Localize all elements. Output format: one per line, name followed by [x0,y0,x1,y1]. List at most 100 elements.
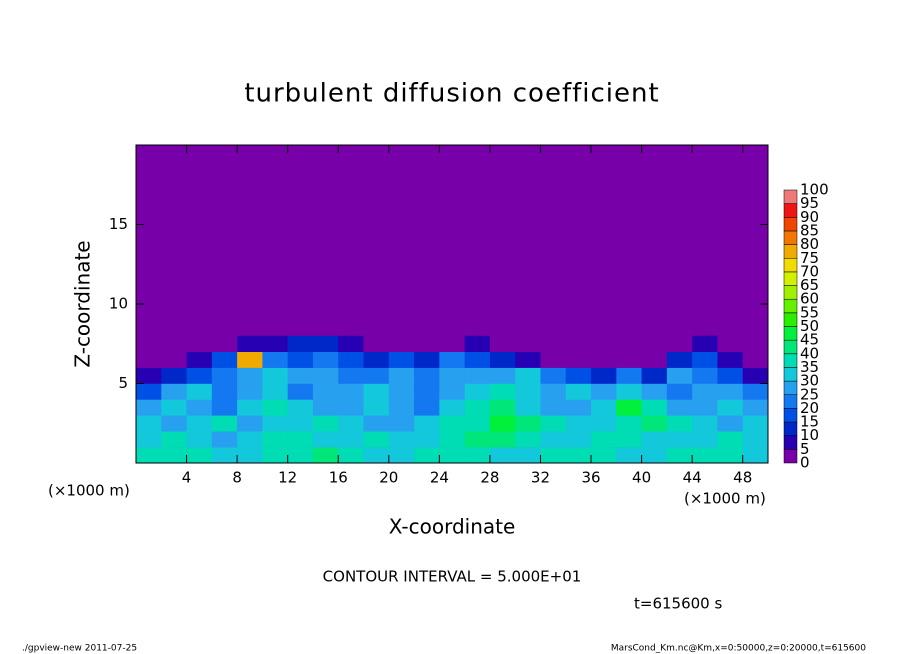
x-tick-label: 36 [581,469,600,487]
colorbar-band [783,408,798,423]
field-cell [262,415,288,432]
field-cell [692,367,718,384]
field-cell [287,383,314,400]
colorbar-label: 70 [800,262,819,280]
field-cell [515,351,541,368]
field-cell [717,447,744,464]
field-cell [363,431,390,448]
field-cell [161,367,187,384]
colorbar-label: 60 [800,290,819,308]
field-cell [338,415,364,432]
field-cell [439,335,465,352]
field-cell [742,351,769,368]
field-cell [287,431,314,448]
field-cell [338,351,364,368]
field-cell [161,447,187,464]
field-cell [312,447,339,464]
colorbar-label: 65 [800,276,819,294]
field-cell [388,399,415,416]
field-cell [666,399,693,416]
field-cell [136,335,162,352]
field-cell [489,415,516,432]
field-cell [717,351,744,368]
field-cell [388,415,415,432]
colorbar-band [783,230,798,245]
field-cell [540,431,567,448]
x-tick-label: 4 [182,469,192,487]
field-cell [414,431,440,448]
field-cell [515,447,541,464]
colorbar-band [783,203,798,218]
x-tick-label: 32 [531,469,550,487]
y-tick-label: 5 [118,374,128,392]
field-cell [262,367,288,384]
x-tick-label: 8 [232,469,242,487]
colorbar-label: 0 [800,454,810,472]
field-cell [136,447,162,464]
x-tick-label: 12 [278,469,297,487]
colorbar-label: 35 [800,358,819,376]
field-cell [363,383,390,400]
colorbar-band [783,339,798,355]
field-cell [186,399,213,416]
field-cell [666,447,693,464]
field-cell [312,335,339,352]
field-cell [338,335,364,352]
field-cell [515,335,541,352]
field-cell [414,447,440,464]
field-cell [616,335,642,352]
field-cell [186,447,213,464]
field-cell [312,383,339,400]
field-cell [312,399,339,416]
colorbar-band [783,394,798,409]
field-cell [161,351,187,368]
field-cell [591,367,617,384]
field-cell [439,447,465,464]
field-cell [464,383,491,400]
field-cell [186,335,213,352]
field-cell [338,367,364,384]
field-cell [742,447,769,464]
field-cell [464,367,491,384]
field-cell [489,367,516,384]
field-cell [237,415,263,432]
field-cell [186,431,213,448]
field-cell [388,431,415,448]
colorbar-label: 20 [800,399,819,417]
field-cell [540,383,567,400]
field-cell [464,399,491,416]
colorbar-band [783,435,798,450]
field-cell [363,351,390,368]
field-cell [237,383,263,400]
field-cell [692,415,718,432]
field-cell [742,415,769,432]
field-cell [211,447,238,464]
colorbar-band [783,353,798,368]
colorbar-label: 85 [800,221,819,239]
field-cell [464,415,491,432]
x-tick-label: 20 [379,469,398,487]
field-cell [338,383,364,400]
field-cell [616,367,642,384]
colorbar-band [783,380,798,396]
field-cell [489,431,516,448]
field-cell [439,367,465,384]
colorbar-band [783,449,798,464]
x-tick-label: 44 [683,469,702,487]
field-cell [414,335,440,352]
field-cell [262,431,288,448]
field-cell [186,351,213,368]
field-cell [136,367,162,384]
field-cell [565,415,592,432]
field-cell [540,447,567,464]
field-cell [616,383,642,400]
field-cell [237,367,263,384]
field-cell [186,383,213,400]
y-axis-label: Z-coordinate [71,240,95,367]
colorbar-band [783,298,798,314]
field-cell [211,351,238,368]
field-cell [414,399,440,416]
y-tick-label: 15 [109,215,128,233]
field-cell [363,447,390,464]
field-cell [136,399,162,416]
